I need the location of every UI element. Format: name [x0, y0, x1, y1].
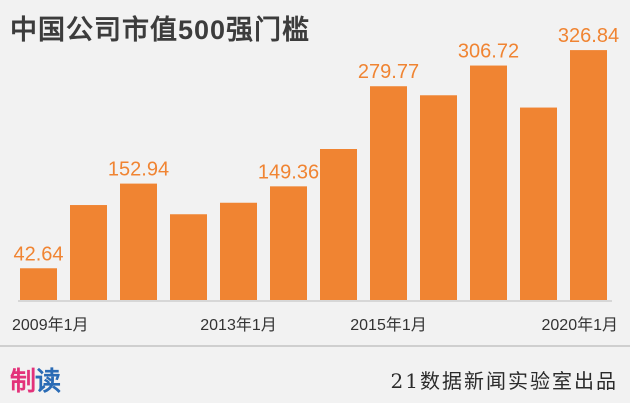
- bar-4: [220, 202, 257, 301]
- bar-6: [320, 149, 357, 301]
- footer-divider: [0, 345, 630, 347]
- x-tick-label-4: 2013年1月: [200, 316, 277, 334]
- bar-chart: 42.64 152.94 149.36 279.77 306.72 326.84 2009…: [12, 25, 619, 334]
- data-label-9: 306.72: [458, 41, 519, 63]
- data-label-0: 42.64: [13, 243, 63, 265]
- bar-8: [420, 95, 457, 301]
- bar-9: [470, 65, 507, 301]
- x-tick-label-11: 2020年1月: [542, 316, 619, 334]
- bar-10: [520, 107, 557, 301]
- bar-3: [170, 214, 207, 301]
- x-tick-label-0: 2009年1月: [12, 316, 89, 334]
- data-label-11: 326.84: [558, 25, 619, 47]
- bar-0: [20, 268, 57, 301]
- bar-7: [370, 86, 407, 301]
- bar-2: [120, 183, 157, 301]
- bar-1: [70, 205, 107, 301]
- data-label-5: 149.36: [258, 161, 319, 183]
- brand-logo: 制读: [10, 367, 61, 397]
- bar-5: [270, 186, 307, 301]
- chart-title: 中国公司市值500强门槛: [10, 15, 311, 45]
- footer: 制读 21数据新闻实验室出品: [0, 345, 630, 403]
- data-label-2: 152.94: [108, 159, 169, 181]
- bar-11: [570, 50, 607, 301]
- x-tick-label-7: 2015年1月: [350, 316, 427, 334]
- data-label-7: 279.77: [358, 61, 419, 83]
- source-credit: 21数据新闻实验室出品: [390, 369, 618, 393]
